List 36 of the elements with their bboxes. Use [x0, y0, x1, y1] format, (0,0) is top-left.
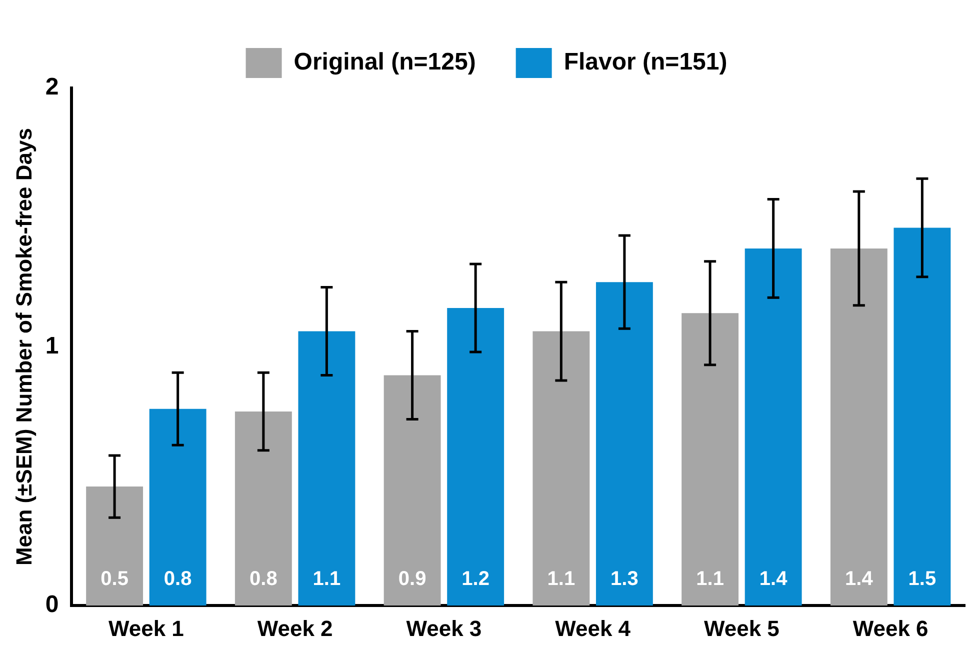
bar: [744, 248, 802, 606]
data-label: 1.2: [462, 568, 490, 590]
bar: [830, 248, 888, 606]
x-tick-label: Week 1: [108, 616, 184, 641]
y-tick-label: 0: [45, 591, 59, 618]
data-label: 1.5: [908, 568, 936, 590]
bar: [532, 331, 590, 606]
data-label: 0.8: [164, 568, 192, 590]
data-label: 1.1: [696, 568, 724, 590]
y-tick-label: 2: [45, 74, 59, 101]
bar: [234, 412, 292, 606]
bar: [596, 282, 653, 606]
data-label: 1.1: [312, 568, 341, 590]
legend-label: Flavor (n=151): [564, 48, 728, 76]
data-label: 0.5: [100, 568, 128, 590]
bar: [384, 375, 441, 606]
data-label: 1.1: [547, 568, 576, 590]
data-label: 1.3: [610, 568, 638, 590]
x-tick-label: Week 5: [704, 616, 780, 641]
x-tick-label: Week 6: [852, 616, 928, 641]
bar: [298, 331, 356, 606]
bar: [682, 313, 739, 606]
bar: [447, 308, 504, 606]
bar: [149, 408, 206, 606]
data-label: 0.8: [250, 568, 278, 590]
data-label: 0.9: [398, 568, 426, 590]
data-label: 1.4: [759, 568, 788, 590]
data-label: 1.4: [845, 568, 874, 590]
legend-label: Original (n=125): [294, 48, 476, 76]
x-tick-label: Week 3: [406, 616, 482, 641]
x-tick-label: Week 2: [257, 616, 333, 641]
bar: [86, 486, 144, 606]
x-tick-label: Week 4: [555, 616, 632, 641]
y-tick-label: 1: [45, 332, 59, 360]
bar: [894, 228, 951, 606]
y-axis-title: Mean (±SEM) Number of Smoke-free Days: [11, 128, 36, 566]
